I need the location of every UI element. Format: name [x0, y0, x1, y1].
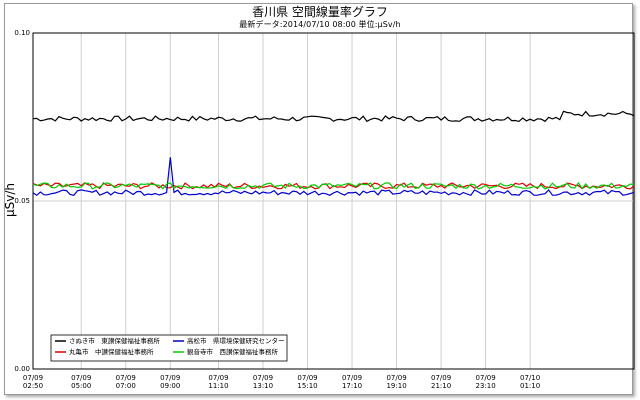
legend-label-0: さぬき市 東讃保健福祉事務所: [69, 336, 160, 345]
x-tick-time: 23:10: [476, 382, 496, 390]
x-tick-time: 02:50: [23, 382, 43, 390]
chart-title: 香川県 空間線量率グラフ: [252, 5, 388, 19]
x-tick-time: 19:10: [386, 382, 406, 390]
y-tick-label: 0.05: [14, 197, 30, 205]
x-tick-time: 17:10: [342, 382, 362, 390]
legend-label-2: 高松市 県環境保健研究センター: [187, 336, 285, 345]
x-tick-date: 07/09: [476, 374, 496, 382]
x-tick-date: 07/09: [297, 374, 317, 382]
x-tick-time: 09:00: [160, 382, 180, 390]
y-tick-label: 0.00: [14, 365, 30, 373]
chart-frame: [4, 3, 633, 395]
x-tick-date: 07/09: [431, 374, 451, 382]
y-tick-label: 0.10: [14, 29, 30, 37]
y-axis-label: μSv/h: [3, 183, 17, 217]
chart-subtitle: 最新データ:2014/07/10 08:00 単位:μSv/h: [239, 20, 401, 29]
x-tick-date: 07/09: [208, 374, 228, 382]
x-tick-date: 07/09: [253, 374, 273, 382]
x-tick-date: 07/09: [160, 374, 180, 382]
plot-area: [32, 32, 635, 370]
x-tick-time: 01:10: [520, 382, 540, 390]
x-tick-time: 11:10: [208, 382, 228, 390]
series-line-3: [32, 181, 635, 190]
series-line-2: [32, 157, 635, 197]
x-tick-date: 07/09: [342, 374, 362, 382]
legend-label-3: 観音寺市 西讃保健福祉事務所: [187, 347, 279, 356]
legend-box: [50, 334, 288, 362]
x-tick-date: 07/09: [116, 374, 136, 382]
series-line-0: [32, 110, 635, 123]
legend-label-1: 丸亀市 中讃保健福祉事務所: [69, 347, 154, 356]
x-tick-date: 07/09: [23, 374, 43, 382]
x-tick-time: 15:10: [297, 382, 317, 390]
x-tick-time: 05:00: [71, 382, 91, 390]
x-tick-time: 13:10: [253, 382, 273, 390]
x-tick-time: 07:00: [116, 382, 136, 390]
x-tick-date: 07/10: [520, 374, 540, 382]
x-tick-time: 21:10: [431, 382, 451, 390]
x-tick-date: 07/09: [71, 374, 91, 382]
x-tick-date: 07/09: [386, 374, 406, 382]
